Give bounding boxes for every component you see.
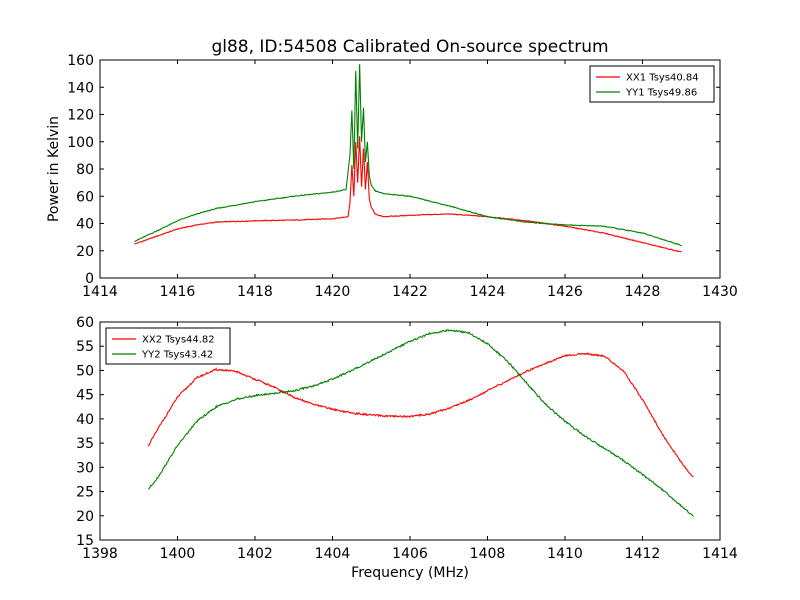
y-tick-label: 60 xyxy=(76,315,94,331)
legend-label: XX2 Tsys44.82 xyxy=(142,335,215,346)
subplot-1: 1414 1416 1418 1420 1422 1424 1426 1428 1430 0 20 4… xyxy=(46,37,738,300)
y-tick-label: 40 xyxy=(76,217,94,233)
legend-label: XX1 Tsys40.84 xyxy=(626,73,699,84)
series-line-1 xyxy=(134,136,682,253)
legend-label: YY2 Tsys43.42 xyxy=(141,350,213,361)
y-tick-label: 140 xyxy=(67,80,94,96)
legend: XX2 Tsys44.82 YY2 Tsys43.42 xyxy=(105,327,231,365)
y-tick-label: 20 xyxy=(76,509,94,525)
x-tick-label: 1406 xyxy=(392,546,428,562)
y-tick-label: 45 xyxy=(76,388,94,404)
x-tick-label: 1418 xyxy=(237,284,273,300)
x-tick-label: 1408 xyxy=(470,546,506,562)
series-line-2 xyxy=(147,329,694,518)
x-tick-label: 1410 xyxy=(547,546,583,562)
y-tick-label: 20 xyxy=(76,244,94,260)
y-tick-label: 0 xyxy=(85,271,94,287)
x-tick-label: 1414 xyxy=(702,546,738,562)
x-tick-label: 1426 xyxy=(547,284,583,300)
series-group xyxy=(134,64,682,253)
series-line-2 xyxy=(134,64,682,247)
legend-box xyxy=(105,327,231,365)
y-tick-label: 120 xyxy=(67,108,94,124)
x-tick-label: 1402 xyxy=(237,546,273,562)
x-tick-label: 1398 xyxy=(82,546,118,562)
y-tick-label: 60 xyxy=(76,189,94,205)
subplot-2: 1398 1400 1402 1404 1406 1408 1410 1412 1414 15 20… xyxy=(76,315,738,581)
y-tick-label: 55 xyxy=(76,339,94,355)
x-tick-label: 1424 xyxy=(470,284,506,300)
y-tick-label: 160 xyxy=(67,53,94,69)
series-group xyxy=(147,329,694,518)
y-tick-label: 30 xyxy=(76,460,94,476)
x-tick-label: 1404 xyxy=(315,546,351,562)
chart-title: gl88, ID:54508 Calibrated On-source spec… xyxy=(211,37,608,57)
y-tick-label: 25 xyxy=(76,485,94,501)
y-tick-label: 50 xyxy=(76,363,94,379)
legend-label: YY1 Tsys49.86 xyxy=(625,88,697,99)
x-tick-label: 1420 xyxy=(315,284,351,300)
series-line-1 xyxy=(147,352,694,478)
y-tick-label: 35 xyxy=(76,436,94,452)
x-tick-label: 1422 xyxy=(392,284,428,300)
legend-box xyxy=(589,65,715,103)
y-tick-label: 40 xyxy=(76,412,94,428)
x-tick-label: 1412 xyxy=(625,546,661,562)
y-tick-label: 100 xyxy=(67,135,94,151)
x-tick-label: 1416 xyxy=(160,284,196,300)
x-axis-label: Frequency (MHz) xyxy=(351,565,469,581)
legend: XX1 Tsys40.84 YY1 Tsys49.86 xyxy=(589,65,715,103)
x-tick-label: 1400 xyxy=(160,546,196,562)
y-axis-label: Power in Kelvin xyxy=(46,116,62,222)
x-tick-label: 1430 xyxy=(702,284,738,300)
y-tick-label: 80 xyxy=(76,162,94,178)
x-tick-label: 1414 xyxy=(82,284,118,300)
y-tick-label: 15 xyxy=(76,533,94,549)
x-tick-label: 1428 xyxy=(625,284,661,300)
